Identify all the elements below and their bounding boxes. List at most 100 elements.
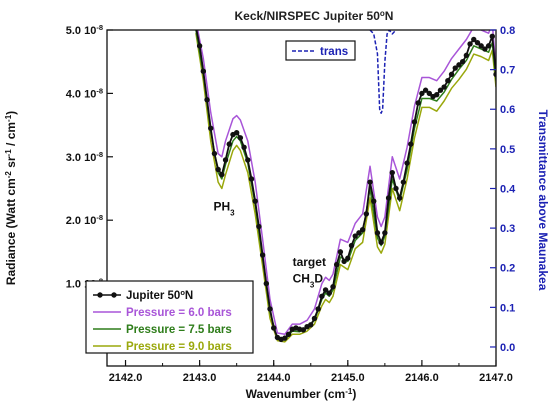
series-line-pressure-6-0-bars [196, 30, 496, 336]
y-axis-title-part-2: sr [4, 156, 18, 171]
chart-title-main: Keck/NIRSPEC Jupiter 50 [235, 9, 381, 23]
x-tick-label-4: 2146.0 [405, 372, 439, 384]
point-jupiter-50-n-78 [482, 46, 488, 52]
point-jupiter-50-n-43 [352, 233, 358, 239]
y-tick-label-2: 2.0 10-8 [66, 213, 103, 228]
point-jupiter-50-n-73 [463, 52, 470, 59]
point-jupiter-50-n-34 [319, 293, 325, 299]
legend-marker-b [111, 292, 117, 298]
point-jupiter-50-n-17 [256, 223, 262, 230]
legend-marker-a [97, 292, 103, 298]
point-jupiter-50-n-6 [215, 166, 221, 173]
y-tick-label-sup-4: -8 [96, 86, 103, 95]
point-jupiter-50-n-33 [315, 306, 321, 312]
y-tick-label-5: 5.0 10-8 [66, 23, 103, 38]
chart-title-tail: N [385, 9, 394, 23]
series-line-trans [369, 30, 397, 114]
point-jupiter-50-n-31 [308, 322, 314, 328]
annotation-ch3d-sub: 3 [310, 280, 315, 289]
y2-tick-label-8: 0.8 [500, 25, 515, 37]
legend-label-sup: o [180, 288, 185, 297]
point-jupiter-50-n-13 [241, 144, 247, 150]
point-jupiter-50-n-5 [211, 150, 218, 157]
point-jupiter-50-n-57 [404, 160, 410, 166]
point-jupiter-50-n-62 [422, 87, 429, 93]
point-jupiter-50-n-51 [382, 230, 388, 236]
x-tick-label-5: 2147.0 [479, 372, 513, 384]
y-tick-label-main-4: 4.0 10 [66, 88, 97, 100]
point-jupiter-50-n-47 [367, 179, 373, 185]
point-jupiter-50-n-61 [419, 90, 425, 97]
x-axis: 2142.0 2143.0 2144.0 2145.0 2146.0 2147.0 [109, 360, 513, 384]
y-axis-title-part-5: -1 [4, 114, 13, 122]
legend-label-jupiter-50-n: Jupiter 50oN [126, 288, 193, 303]
point-jupiter-50-n-15 [248, 176, 255, 182]
y-axis-title-part-4: / cm [4, 122, 18, 149]
point-jupiter-50-n-79 [485, 43, 492, 49]
point-jupiter-50-n-42 [348, 242, 355, 249]
point-jupiter-50-n-24 [282, 335, 288, 341]
x-tick-label-0: 2142.0 [109, 372, 143, 384]
legend-label-main: Pressure = 6.0 bars [126, 307, 232, 319]
point-jupiter-50-n-67 [441, 84, 447, 90]
legend-label-pressure-9-0-bars: Pressure = 9.0 bars [126, 341, 232, 353]
point-jupiter-50-n-19 [263, 280, 270, 287]
point-jupiter-50-n-0 [193, 24, 198, 29]
y2-tick-label-4: 0.4 [500, 183, 516, 195]
point-jupiter-50-n-54 [393, 185, 399, 192]
point-jupiter-50-n-3 [204, 97, 210, 103]
y2-tick-label-0: 0.0 [500, 342, 515, 354]
y2-tick-label-3: 0.3 [500, 223, 515, 235]
point-jupiter-50-n-16 [252, 198, 258, 204]
annotation-ch3d-tail: D [314, 271, 323, 285]
point-jupiter-50-n-38 [333, 261, 340, 268]
y-axis-title-part-1: -2 [4, 171, 13, 179]
y2-tick-label-5: 0.5 [500, 144, 515, 156]
point-jupiter-50-n-63 [426, 90, 433, 97]
y-tick-label-main-2: 2.0 10 [66, 215, 97, 227]
annotation-target-main: target [293, 255, 326, 269]
series-layer [193, 24, 496, 343]
x-tick-label-1: 2143.0 [183, 372, 217, 384]
point-jupiter-50-n-49 [374, 230, 381, 236]
y-axis-left: 0.01.0 10-82.0 10-83.0 10-84.0 10-85.0 1… [66, 23, 113, 354]
point-jupiter-50-n-71 [456, 62, 462, 68]
point-jupiter-50-n-14 [245, 157, 251, 163]
point-jupiter-50-n-36 [326, 290, 332, 296]
annotations: PH3 target CH3D [214, 200, 326, 289]
annotation-ch3d: CH3D [293, 271, 324, 289]
y-tick-label-4: 4.0 10-8 [66, 86, 103, 101]
x-tick-label-3: 2145.0 [331, 372, 365, 384]
y-tick-label-sup-5: -8 [96, 23, 103, 32]
y2-tick-label-1: 0.1 [500, 302, 515, 314]
y-tick-label-main-3: 3.0 10 [66, 152, 97, 164]
legend-trans: trans [285, 40, 356, 61]
point-jupiter-50-n-48 [371, 198, 377, 204]
point-jupiter-50-n-11 [233, 130, 240, 136]
y-tick-label-3: 3.0 10-8 [66, 149, 103, 164]
annotation-ph3: PH3 [214, 200, 236, 218]
legend-trans-box [285, 40, 356, 61]
annotation-target: target [293, 255, 326, 269]
legend-label-main: Jupiter 50 [126, 290, 180, 302]
legend-label-pressure-7-5-bars: Pressure = 7.5 bars [126, 324, 232, 336]
y-tick-label-main-5: 5.0 10 [66, 25, 97, 37]
point-jupiter-50-n-44 [356, 230, 362, 236]
point-jupiter-50-n-55 [396, 195, 403, 201]
point-jupiter-50-n-46 [363, 211, 370, 217]
y2-tick-label-6: 0.6 [500, 104, 515, 116]
chart-title-sup: o [380, 9, 385, 18]
y-axis-title-part-3: -1 [4, 149, 13, 157]
point-jupiter-50-n-18 [259, 252, 266, 258]
point-jupiter-50-n-50 [378, 239, 384, 246]
y-axis-right: 0.0 0.1 0.2 0.3 0.4 0.5 0.6 0.7 0.8 [490, 25, 516, 354]
point-jupiter-50-n-53 [389, 169, 395, 176]
point-jupiter-50-n-56 [400, 179, 407, 185]
point-jupiter-50-n-69 [448, 71, 455, 78]
point-jupiter-50-n-4 [208, 125, 214, 131]
point-jupiter-50-n-81 [493, 71, 496, 78]
legend-label-main: Pressure = 9.0 bars [126, 341, 232, 353]
point-jupiter-50-n-7 [219, 171, 225, 178]
point-jupiter-50-n-74 [467, 41, 473, 47]
